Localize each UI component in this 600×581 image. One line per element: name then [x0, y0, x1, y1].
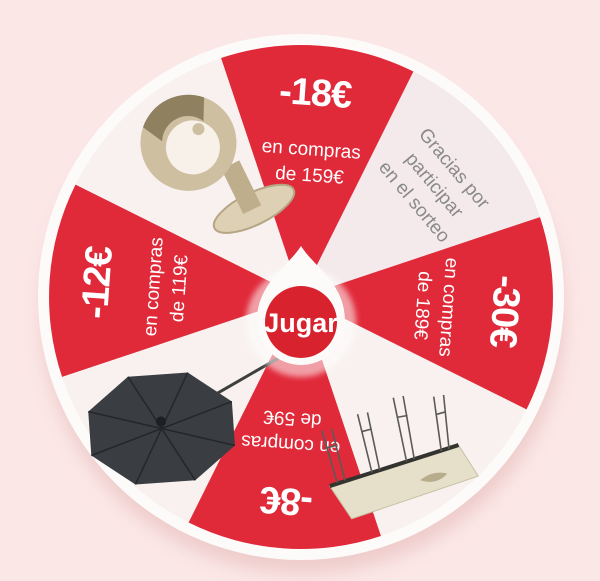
discount-top: -18€: [278, 70, 354, 117]
jugar-button-label[interactable]: Jugar: [264, 308, 338, 338]
segment-right: [300, 217, 553, 410]
drying-rack-product-image: [321, 394, 479, 520]
segment-top: [221, 45, 414, 297]
condition-right-line2: de 189€: [409, 270, 435, 340]
umbrella-product-image: [88, 352, 297, 485]
segment-label-right: -30€ en compras de 189€: [409, 257, 528, 358]
condition-left-line2: de 119€: [167, 254, 193, 323]
jugar-button[interactable]: [265, 286, 337, 358]
discount-right: -30€: [481, 274, 528, 350]
discount-left: -12€: [74, 245, 121, 321]
segment-top-right: [301, 71, 540, 297]
segment-left: [49, 184, 301, 377]
condition-bottom-line2: de 59€: [262, 406, 322, 431]
cat-scratcher-product-image: [140, 94, 296, 234]
discount-bottom: -8€: [259, 478, 315, 524]
